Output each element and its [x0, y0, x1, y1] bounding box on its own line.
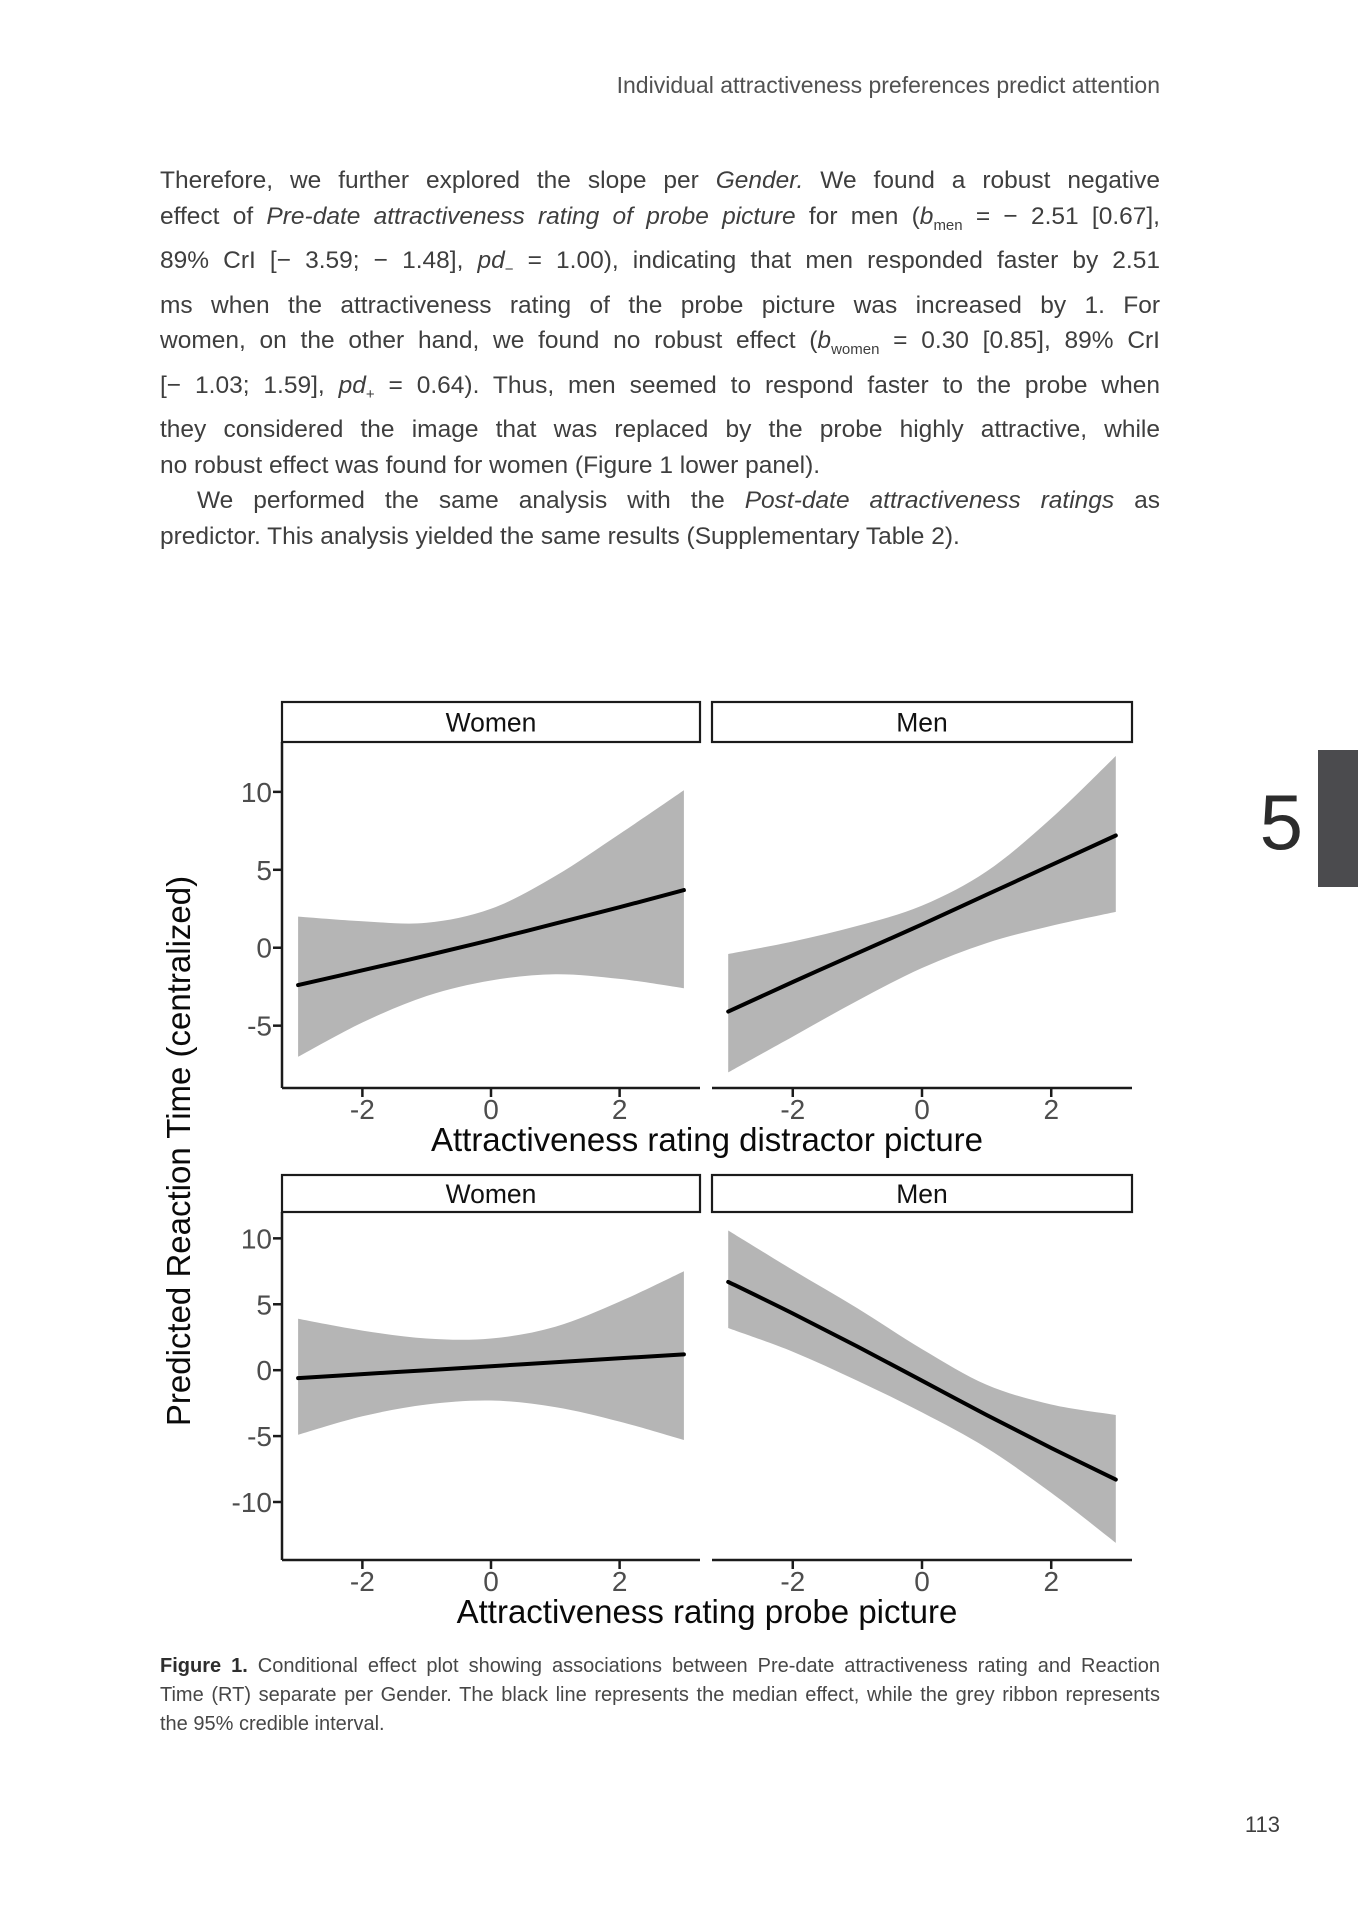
y-tick-label: 5 [256, 1289, 272, 1320]
x-tick-label: 2 [1043, 1566, 1059, 1597]
text-segment: + [365, 385, 375, 403]
chapter-tab [1318, 750, 1358, 887]
body-line: predictor. This analysis yielded the sam… [160, 519, 1160, 555]
text-segment: We found a robust negative [803, 167, 1161, 194]
body-line: 89% CrI [− 3.59; − 1.48], pd− = 1.00), i… [160, 243, 1160, 288]
x-axis-title: Attractiveness rating distractor picture [431, 1121, 983, 1158]
text-segment: b [817, 327, 832, 354]
text-segment: Post-date attractiveness ratings [744, 487, 1115, 514]
x-axis-title: Attractiveness rating probe picture [457, 1593, 958, 1630]
x-tick-label: 0 [483, 1094, 499, 1125]
median-effect-line [726, 1279, 1118, 1482]
y-tick-label: 0 [256, 1355, 272, 1386]
y-tick-label: 10 [241, 1223, 272, 1254]
credible-interval-ribbon [298, 790, 684, 1057]
text-segment: they considered the image that was repla… [160, 416, 1160, 443]
running-header: Individual attractiveness preferences pr… [616, 72, 1160, 98]
y-tick-label: -5 [247, 1421, 272, 1452]
chapter-number: 5 [1259, 778, 1303, 866]
caption-line: the 95% credible interval. [160, 1710, 1160, 1739]
median-effect-line [296, 1352, 686, 1381]
text-segment: b [919, 202, 934, 230]
body-line: women, on the other hand, we found no ro… [160, 323, 1160, 368]
text-segment: = 1.00), indicating that men responded f… [513, 247, 1160, 274]
x-tick-label: -2 [350, 1094, 375, 1125]
body-line: We performed the same analysis with the … [160, 483, 1160, 519]
x-tick-label: 0 [914, 1566, 930, 1597]
text-segment: predictor. This analysis yielded the sam… [160, 522, 960, 550]
text-segment: the 95% credible interval. [160, 1713, 385, 1735]
text-segment: = − 2.51 [0.67], [962, 202, 1160, 230]
body-line: Therefore, we further explored the slope… [160, 163, 1160, 199]
body-line: effect of Pre-date attractiveness rating… [160, 199, 1160, 244]
text-segment: − [504, 261, 514, 278]
y-tick-label: -5 [247, 1011, 272, 1042]
x-tick-label: -2 [780, 1566, 805, 1597]
y-axis-title: Predicted Reaction Time (centralized) [160, 876, 197, 1426]
x-tick-label: 2 [612, 1094, 628, 1125]
credible-interval-ribbon [728, 1230, 1116, 1543]
page-number: 113 [1244, 1812, 1280, 1837]
facet-strip-box [710, 1173, 1134, 1214]
caption-line: Figure 1. Conditional effect plot showin… [160, 1652, 1160, 1681]
facet-strip-label: Men [896, 1179, 948, 1209]
median-effect-line [296, 888, 686, 988]
text-segment: men [933, 216, 963, 234]
text-segment: women, on the other hand, we found no ro… [160, 327, 818, 354]
x-tick-label: 2 [1043, 1094, 1059, 1125]
figure-1-chart: -2 0 2 10 5 0 -5 Women -2 0 2 Men Attractiveness rat… [160, 700, 1134, 1630]
text-segment: ms when the attractiveness rating of the… [160, 291, 1160, 319]
text-segment: pd [477, 247, 505, 274]
text-segment: women [831, 341, 880, 358]
facet-strip-label: Women [446, 708, 537, 738]
text-segment: Gender. [715, 167, 804, 194]
text-segment: Time (RT) separate per Gender. The black… [160, 1684, 1160, 1706]
text-segment: Figure 1. [160, 1655, 248, 1677]
body-line: ms when the attractiveness rating of the… [160, 288, 1160, 324]
figure-caption: Figure 1. Conditional effect plot showin… [160, 1652, 1160, 1739]
text-segment: 89% CrI [− 3.59; − 1.48], [160, 247, 478, 274]
text-segment: We performed the same analysis with the [197, 487, 745, 514]
text-segment: = 0.30 [0.85], 89% CrI [879, 327, 1160, 354]
body-line: no robust effect was found for women (Fi… [160, 448, 1160, 484]
facet-strip-label: Women [446, 1179, 537, 1209]
text-segment: [− 1.03; 1.59], [160, 371, 339, 399]
facet-strip-box [280, 700, 702, 744]
y-tick-label: 0 [256, 933, 272, 964]
y-tick-label: -10 [232, 1487, 272, 1518]
x-tick-label: -2 [780, 1094, 805, 1125]
facet-strip-box [280, 1173, 702, 1214]
text-segment: pd [338, 371, 366, 399]
credible-interval-ribbon [298, 1271, 684, 1440]
facet-strip-label: Men [896, 708, 948, 738]
figure-1: -2 0 2 10 5 0 -5 Women -2 0 2 Men Attractiveness rat… [160, 695, 1140, 1655]
body-text: Therefore, we further explored the slope… [160, 163, 1160, 554]
facet-strip-box [710, 700, 1134, 744]
body-line: [− 1.03; 1.59], pd+ = 0.64). Thus, men s… [160, 368, 1160, 413]
x-tick-label: -2 [350, 1566, 375, 1597]
x-tick-label: 0 [914, 1094, 930, 1125]
text-segment: Therefore, we further explored the slope… [160, 167, 716, 194]
x-tick-label: 2 [612, 1566, 628, 1597]
credible-interval-ribbon [728, 756, 1116, 1073]
median-effect-line [726, 833, 1118, 1014]
x-tick-label: 0 [483, 1566, 499, 1597]
text-segment: Conditional effect plot showing associat… [247, 1655, 1160, 1677]
text-segment: effect of [160, 202, 267, 230]
y-tick-label: 10 [241, 777, 272, 808]
text-segment: Pre-date attractiveness rating of probe … [266, 202, 796, 230]
text-segment: for men ( [795, 202, 920, 230]
caption-line: Time (RT) separate per Gender. The black… [160, 1681, 1160, 1710]
y-tick-label: 5 [256, 855, 272, 886]
text-segment: no robust effect was found for women (Fi… [160, 451, 821, 479]
text-segment: = 0.64). Thus, men seemed to respond fas… [374, 371, 1161, 399]
text-segment: as [1114, 487, 1160, 514]
body-line: they considered the image that was repla… [160, 412, 1160, 448]
